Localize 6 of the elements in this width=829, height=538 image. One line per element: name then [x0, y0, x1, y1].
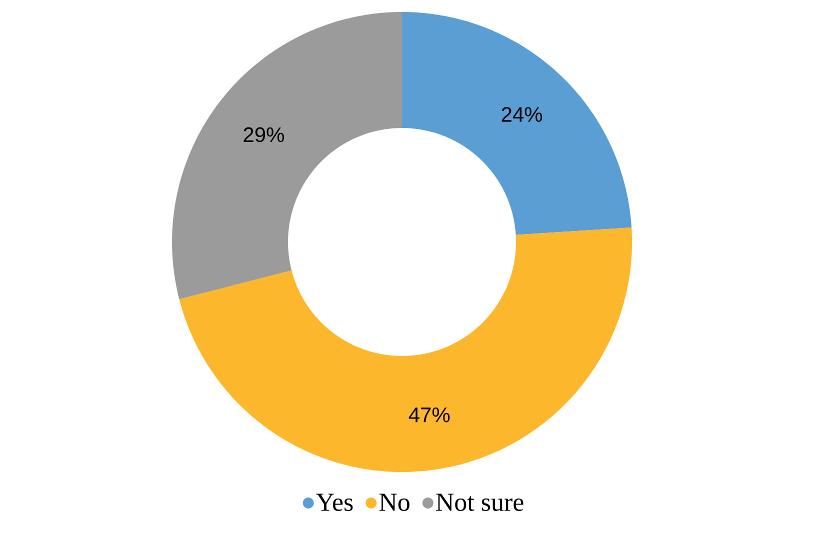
data-label: 24% — [502, 107, 542, 122]
legend-label: No — [379, 494, 410, 511]
legend-label: Not sure — [436, 494, 524, 511]
data-label: 29% — [244, 127, 284, 142]
data-label: 47% — [408, 407, 450, 422]
legend-label: Yes — [316, 494, 353, 511]
